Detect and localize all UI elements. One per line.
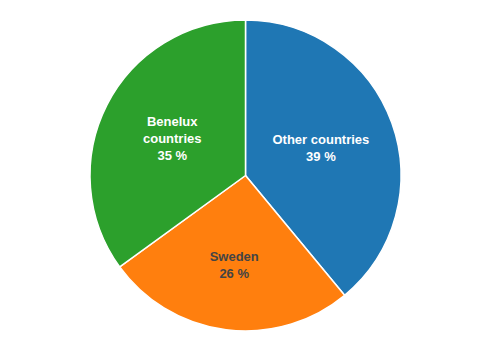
svg-text:Other countries39 %: Other countries39 % (272, 132, 369, 164)
svg-text:Beneluxcountries35 %: Beneluxcountries35 % (143, 114, 202, 163)
svg-text:Sweden26 %: Sweden26 % (210, 249, 259, 281)
